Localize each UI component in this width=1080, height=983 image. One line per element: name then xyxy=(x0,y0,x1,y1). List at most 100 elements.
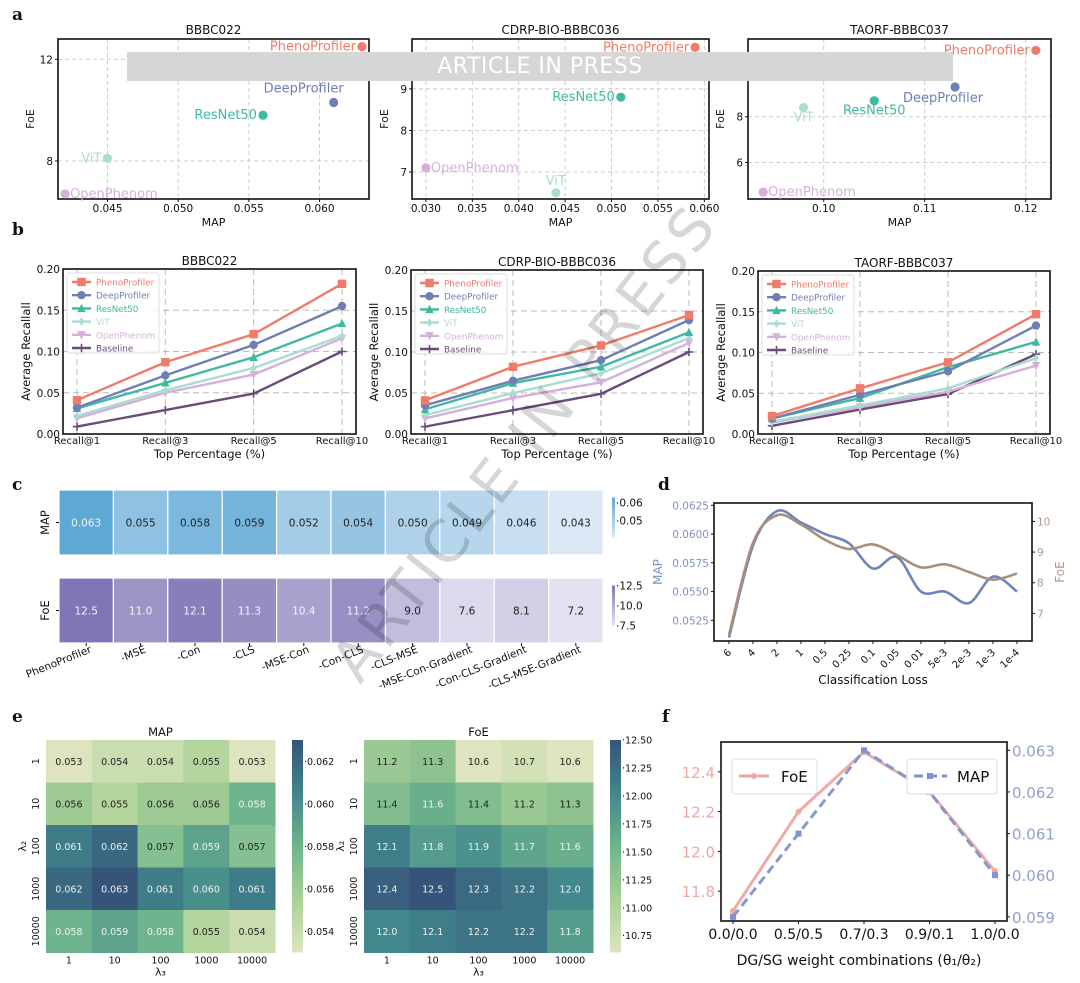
cell-value: 11.4 xyxy=(468,799,489,810)
circle-marker xyxy=(751,773,757,779)
x-tick-label: 0.055 xyxy=(234,203,264,215)
heatmap-cell xyxy=(493,577,550,644)
cell-value: 0.056 xyxy=(147,799,174,810)
heatmap-cell xyxy=(330,489,387,556)
cell-value: 0.057 xyxy=(147,842,174,853)
colorbar-tick-label: ·11.00 xyxy=(622,903,652,914)
cell-value: 12.2 xyxy=(514,884,535,895)
legend-foe: FoE xyxy=(731,758,818,795)
x-tick-label: -Con xyxy=(175,644,202,664)
square-marker xyxy=(508,362,518,371)
colorbar-tick-label: ·0.054 xyxy=(304,927,334,938)
cell-value: 0.043 xyxy=(561,518,591,530)
cell-value: 10.6 xyxy=(468,757,489,768)
heatmap-cell xyxy=(112,489,169,556)
cell-value: 0.059 xyxy=(193,842,220,853)
cell-value: 0.061 xyxy=(55,842,82,853)
colorbar xyxy=(612,585,615,626)
y-tick-label: 9 xyxy=(400,84,407,96)
square-marker xyxy=(992,872,998,879)
y-axis-label: λ₂ xyxy=(334,841,347,852)
cell-value: 0.054 xyxy=(238,927,265,938)
point-label: ViT xyxy=(793,111,813,126)
cell-value: 7.2 xyxy=(567,606,584,618)
heatmap-cell xyxy=(229,825,276,868)
heatmap-e2: 11.2 11.3 10.6 10.7 10.6 11.4 11.6 11.4 11.2 11.3… xyxy=(334,725,652,979)
heatmap-cell xyxy=(547,825,594,868)
heatmap-cell xyxy=(91,740,139,783)
point-label: DeepProfiler xyxy=(903,91,984,106)
x-axis-label: Top Percentage (%) xyxy=(847,447,959,461)
square-marker xyxy=(927,773,933,779)
plot-frame xyxy=(62,268,357,435)
cell-value: 12.2 xyxy=(514,927,535,938)
plot-frame xyxy=(713,502,1033,642)
x-axis-label: MAP xyxy=(888,216,912,229)
cell-value: 0.057 xyxy=(238,842,265,853)
cell-value: 0.056 xyxy=(193,799,220,810)
x-tick-label: 0.055 xyxy=(643,203,673,215)
cell-value: 11.3 xyxy=(422,757,443,768)
y-tick-label: 8 xyxy=(46,156,53,168)
heatmap-cell xyxy=(364,910,411,953)
diamond-marker xyxy=(162,386,169,395)
x-axis-label: Top Percentage (%) xyxy=(500,447,612,461)
x-tick-label: 0.12 xyxy=(1014,203,1037,215)
circle-marker xyxy=(795,808,802,815)
heatmap-cell xyxy=(547,577,604,644)
triangle-marker xyxy=(249,352,258,361)
diamond-marker xyxy=(598,369,604,378)
heatmap-cell xyxy=(455,740,502,783)
chart-title: CDRP-BIO-BBBC036 xyxy=(498,255,616,269)
triangle-down-marker xyxy=(772,333,781,342)
colorbar-tick-label: ·0.05 xyxy=(616,516,643,528)
cell-value: 10.4 xyxy=(292,606,316,618)
cell-value: 0.062 xyxy=(55,884,82,895)
heatmap-cell xyxy=(137,740,184,783)
heatmap-cell xyxy=(501,782,548,826)
series-line-phenoprofiler xyxy=(771,313,1037,418)
triangle-marker xyxy=(684,327,694,337)
point-label: DeepProfiler xyxy=(264,81,345,96)
square-marker xyxy=(161,358,170,367)
y-tick-label: 0.20 xyxy=(732,266,755,278)
heatmap-cell xyxy=(455,825,502,868)
cell-value: 0.054 xyxy=(101,757,128,768)
y-axis-label: λ₂ xyxy=(16,841,29,852)
heatmap-cell xyxy=(91,825,139,868)
y-tick-label: 0.10 xyxy=(732,348,755,360)
scatter-point xyxy=(616,92,626,102)
colorbar xyxy=(612,497,615,538)
heatmap-cell xyxy=(229,910,276,953)
x-tick-label: 0.7/0.3 xyxy=(839,927,888,943)
y-tick-label-left: 0.0575 xyxy=(672,558,709,570)
triangle-marker xyxy=(772,305,781,315)
y-tick-label: 10 xyxy=(31,798,42,810)
triangle-marker xyxy=(425,304,434,314)
colorbar-tick-label: ·11.75 xyxy=(622,819,652,830)
line-chart-b2: Recall@1 Recall@3 Recall@5 Recall@10 0.00 0.0… xyxy=(367,255,715,461)
point-label: ResNet50 xyxy=(552,90,615,105)
series-line-vit xyxy=(771,357,1037,423)
heatmap-cell xyxy=(364,740,411,783)
triangle-down-marker xyxy=(1031,361,1041,371)
scatter-point xyxy=(60,189,70,199)
x-tick-label: -MSE xyxy=(119,644,148,665)
chart-title: MAP xyxy=(148,725,173,739)
square-marker xyxy=(943,358,953,367)
y-tick-label: 0.10 xyxy=(37,347,60,359)
square-marker xyxy=(420,396,430,405)
panel-label-d: d xyxy=(658,475,670,495)
diamond-marker xyxy=(945,384,951,393)
y-tick-label: 10000 xyxy=(349,916,360,946)
square-marker xyxy=(1031,309,1041,319)
triangle-down-marker xyxy=(684,339,694,348)
y-tick-label-left: 12.2 xyxy=(682,804,715,822)
circle-marker xyxy=(772,293,781,302)
cell-value: 0.061 xyxy=(147,884,174,895)
heatmap-cell xyxy=(547,867,594,911)
triangle-marker xyxy=(161,378,170,387)
chart-title: BBBC022 xyxy=(182,254,238,268)
point-label: ViT xyxy=(546,174,566,189)
diamond-marker xyxy=(78,317,85,326)
